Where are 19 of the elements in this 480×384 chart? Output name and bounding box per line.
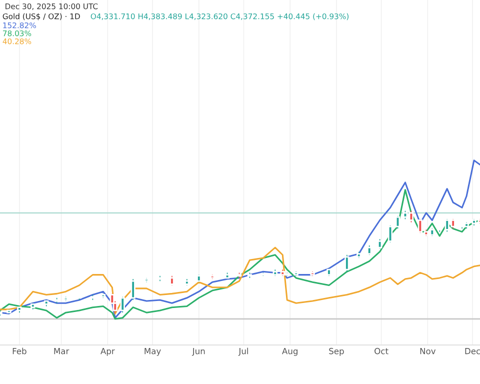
candlestick <box>344 254 350 272</box>
x-tick-label: Oct <box>374 348 388 354</box>
x-tick-label: Aug <box>282 348 298 356</box>
candlestick <box>170 275 174 286</box>
x-tick-label: Apr <box>100 348 115 356</box>
x-tick-label: Feb <box>12 348 26 354</box>
x-tick-label: Sep <box>329 348 344 356</box>
x-tick-label: May <box>144 348 161 356</box>
candlestick <box>377 238 382 249</box>
x-tick-label: Jul <box>238 348 248 356</box>
x-tick-label: Jun <box>192 348 205 356</box>
x-tick-label: Dec <box>465 348 480 354</box>
candlestick <box>388 225 393 243</box>
candlestick <box>120 296 125 313</box>
x-tick-label: Mar <box>54 348 70 354</box>
candlestick <box>395 216 400 230</box>
x-tick-label: Nov <box>420 348 436 354</box>
candlestick <box>130 278 136 300</box>
candlestick <box>367 245 372 256</box>
